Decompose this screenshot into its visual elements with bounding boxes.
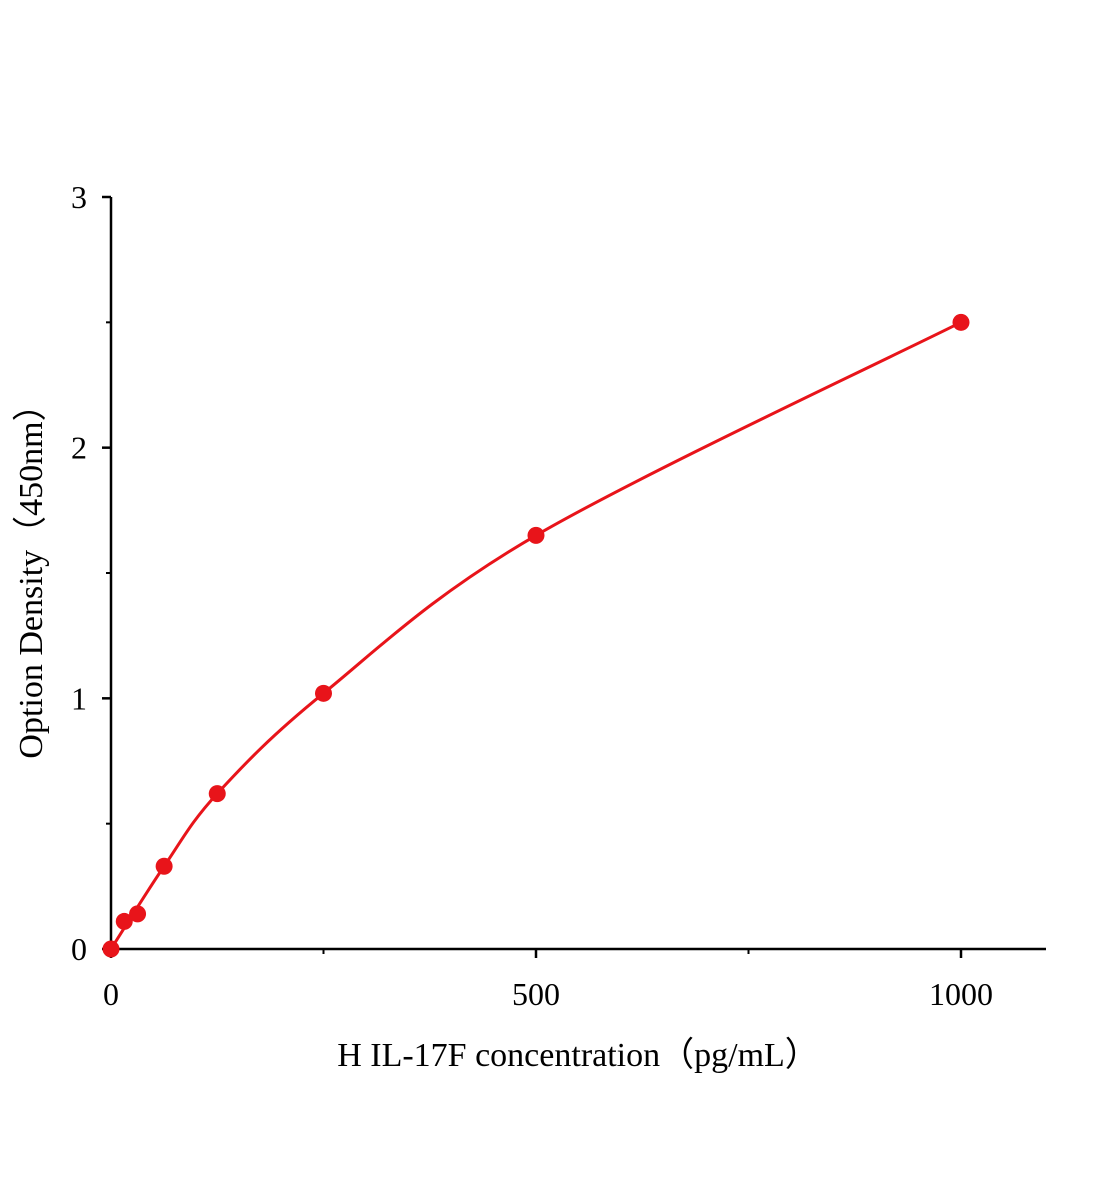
data-point	[102, 940, 120, 958]
x-tick-label: 500	[512, 976, 560, 1012]
axes: 0 500 1000 0 1 2 3	[71, 179, 1046, 1012]
y-tick-label: 2	[71, 430, 87, 466]
x-axis-label: H IL-17F concentration（pg/mL）	[337, 1036, 819, 1074]
x-tick-label: 0	[103, 976, 119, 1012]
data-point	[155, 857, 173, 875]
y-tick-label: 0	[71, 931, 87, 967]
x-tick-label: 1000	[929, 976, 993, 1012]
data-points	[102, 313, 970, 958]
data-point	[115, 912, 133, 930]
data-point	[208, 785, 226, 803]
y-tick-label: 1	[71, 680, 87, 716]
y-axis-label: Option Density（450nm）	[12, 387, 50, 758]
data-point	[129, 905, 147, 923]
data-point	[952, 313, 970, 331]
y-tick-label: 3	[71, 179, 87, 215]
data-point	[315, 684, 332, 702]
data-point	[527, 526, 545, 544]
fit-curve	[109, 320, 962, 950]
